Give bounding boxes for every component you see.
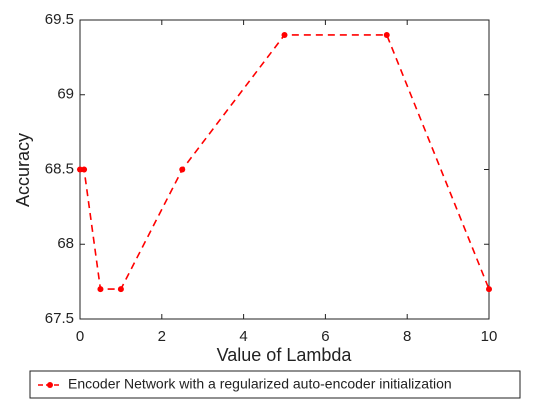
x-tick-label: 0 xyxy=(76,328,84,345)
data-point xyxy=(81,166,88,173)
data-line xyxy=(80,34,490,290)
x-axis-label: Value of Lambda xyxy=(217,345,353,365)
y-tick-label: 68.5 xyxy=(45,160,74,177)
data-point xyxy=(281,31,288,38)
y-tick-label: 68 xyxy=(57,235,74,252)
x-tick-label: 6 xyxy=(321,328,329,345)
data-point xyxy=(486,286,492,293)
y-tick-label: 69 xyxy=(57,86,74,103)
y-tick-label: 67.5 xyxy=(45,310,74,327)
data-point xyxy=(117,286,124,293)
legend-marker xyxy=(47,382,53,388)
legend-label: Encoder Network with a regularized auto-… xyxy=(68,376,452,392)
y-tick-label: 69.5 xyxy=(45,11,74,28)
x-tick-label: 4 xyxy=(239,328,247,345)
data-point xyxy=(179,166,186,173)
data-point xyxy=(97,286,104,293)
x-tick-label: 8 xyxy=(403,328,411,345)
x-tick-label: 10 xyxy=(481,328,498,345)
x-tick-label: 2 xyxy=(158,328,166,345)
y-axis-label: Accuracy xyxy=(13,133,33,207)
data-point xyxy=(383,31,390,38)
plot-frame xyxy=(79,19,490,320)
legend-box xyxy=(29,370,521,399)
